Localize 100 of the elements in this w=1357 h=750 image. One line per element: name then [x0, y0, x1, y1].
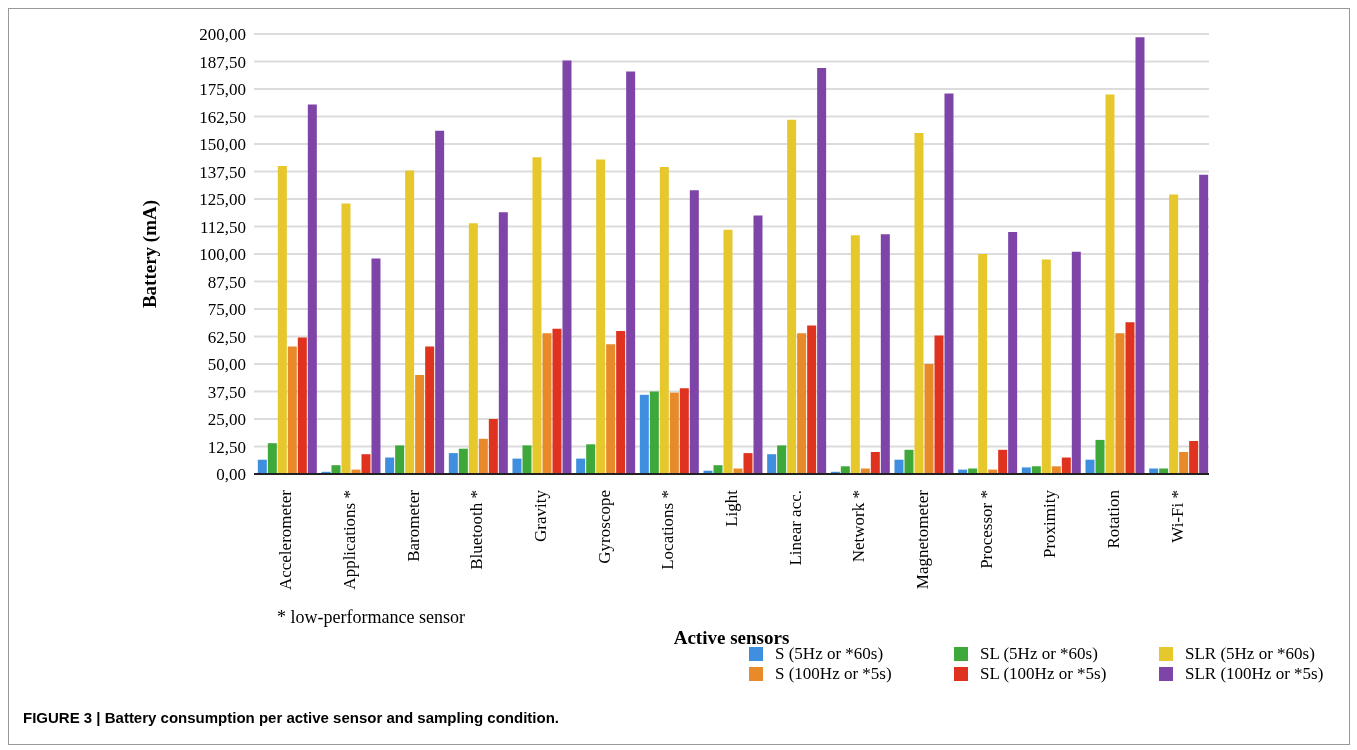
x-tick-label: Light: [722, 489, 741, 527]
bar: [894, 459, 904, 474]
bar: [1008, 232, 1018, 474]
bar: [659, 167, 669, 474]
x-tick-label: Locations *: [658, 490, 678, 570]
bar: [468, 223, 478, 474]
bar: [817, 68, 827, 474]
bar: [1105, 94, 1115, 474]
bar: [679, 388, 689, 474]
bar: [944, 93, 954, 474]
x-tick-label: Gravity: [531, 489, 550, 542]
bar: [1071, 251, 1081, 474]
y-tick-label: 137,50: [199, 162, 246, 182]
bar: [287, 346, 297, 474]
bar: [1051, 466, 1061, 474]
bar: [385, 457, 395, 474]
y-tick-label: 50,00: [207, 355, 246, 375]
bar: [458, 448, 468, 474]
bar: [713, 465, 723, 474]
bar: [1125, 322, 1135, 474]
bar: [1189, 441, 1199, 474]
bar: [361, 454, 371, 474]
x-tick-label: Barometer: [403, 489, 423, 562]
bar: [1169, 194, 1179, 474]
bar: [435, 130, 445, 474]
x-tick-label: Accelerometer: [276, 489, 296, 591]
bar: [1041, 259, 1051, 474]
x-tick-label: Bluetooth *: [467, 490, 487, 570]
bar: [689, 190, 699, 474]
text: * low-performance sensor: [277, 607, 465, 628]
x-tick-label: Applications *: [340, 490, 359, 590]
bar: [1135, 37, 1145, 474]
bar: [753, 215, 763, 474]
bar: [512, 458, 522, 474]
bar: [1179, 452, 1189, 474]
y-tick-label: 100,00: [199, 245, 246, 265]
bar: [341, 203, 351, 474]
x-tick-label: Magnetometer: [913, 489, 932, 590]
bar: [307, 104, 317, 474]
bar: [542, 333, 552, 474]
bar: [723, 229, 733, 474]
bar: [850, 235, 860, 474]
x-tick-label: Linear acc.: [785, 490, 805, 566]
y-tick-label: 25,00: [207, 410, 246, 430]
bar: [267, 443, 277, 474]
bar: [904, 449, 914, 474]
y-tick-label: 75,00: [207, 300, 246, 320]
bar: [870, 452, 880, 474]
bar: [743, 453, 753, 474]
legend-label: SLR (5Hz or *60s): [1185, 644, 1315, 664]
y-tick-label: 187,50: [199, 52, 246, 72]
caption: FIGURE 3 | Battery consumption per active sensor and sampling condition.: [23, 709, 559, 726]
y-tick-label: 200,00: [199, 25, 246, 45]
bar: [562, 60, 572, 474]
x-tick-label: Processor *: [976, 490, 996, 569]
y-tick-label: 162,50: [199, 107, 246, 127]
y-tick-label: 112,50: [199, 217, 246, 237]
bar: [797, 333, 807, 474]
x-tick-label: Wi-Fi *: [1167, 490, 1187, 543]
bar: [277, 166, 287, 474]
bar: [498, 212, 508, 474]
bar: [415, 375, 425, 474]
x-tick-label: Rotation: [1104, 489, 1123, 549]
bar: [978, 254, 988, 474]
y-tick-label: 125,00: [199, 190, 246, 210]
bar: [1061, 457, 1071, 474]
legend-label: SLR (100Hz or *5s): [1185, 664, 1324, 684]
bar: [331, 465, 341, 474]
bar: [1031, 466, 1041, 474]
bar: [522, 445, 532, 474]
legend-label: SL (100Hz or *5s): [980, 664, 1107, 684]
bar: [478, 438, 488, 474]
bar: [257, 459, 267, 474]
bar: [616, 331, 626, 474]
bar: [767, 454, 777, 474]
bar: [669, 392, 679, 474]
bar: [1085, 459, 1095, 474]
bar: [405, 170, 415, 474]
y-tick-label: 87,50: [207, 272, 246, 292]
y-tick-label: 62,50: [207, 327, 246, 347]
y-tick-label: 175,00: [199, 80, 246, 100]
bar: [880, 234, 890, 474]
x-tick-label: Network *: [849, 490, 869, 563]
bar: [596, 159, 606, 474]
bar: [1095, 439, 1105, 474]
bar: [777, 445, 787, 474]
x-tick-label: Gyroscope: [594, 490, 614, 564]
y-tick-label: 37,50: [207, 382, 246, 402]
bar: [787, 119, 797, 474]
bar: [639, 394, 649, 474]
bar: [606, 344, 616, 474]
bar: [371, 258, 381, 474]
bar: [1021, 467, 1031, 474]
bar: [586, 444, 596, 474]
bar: [1115, 333, 1125, 474]
bar: [1199, 174, 1209, 474]
y-axis-title: Battery (mA): [138, 199, 161, 309]
y-tick-label: 150,00: [199, 135, 246, 155]
x-tick-label: Proximity: [1040, 489, 1060, 559]
legend-label: S (100Hz or *5s): [775, 664, 892, 684]
